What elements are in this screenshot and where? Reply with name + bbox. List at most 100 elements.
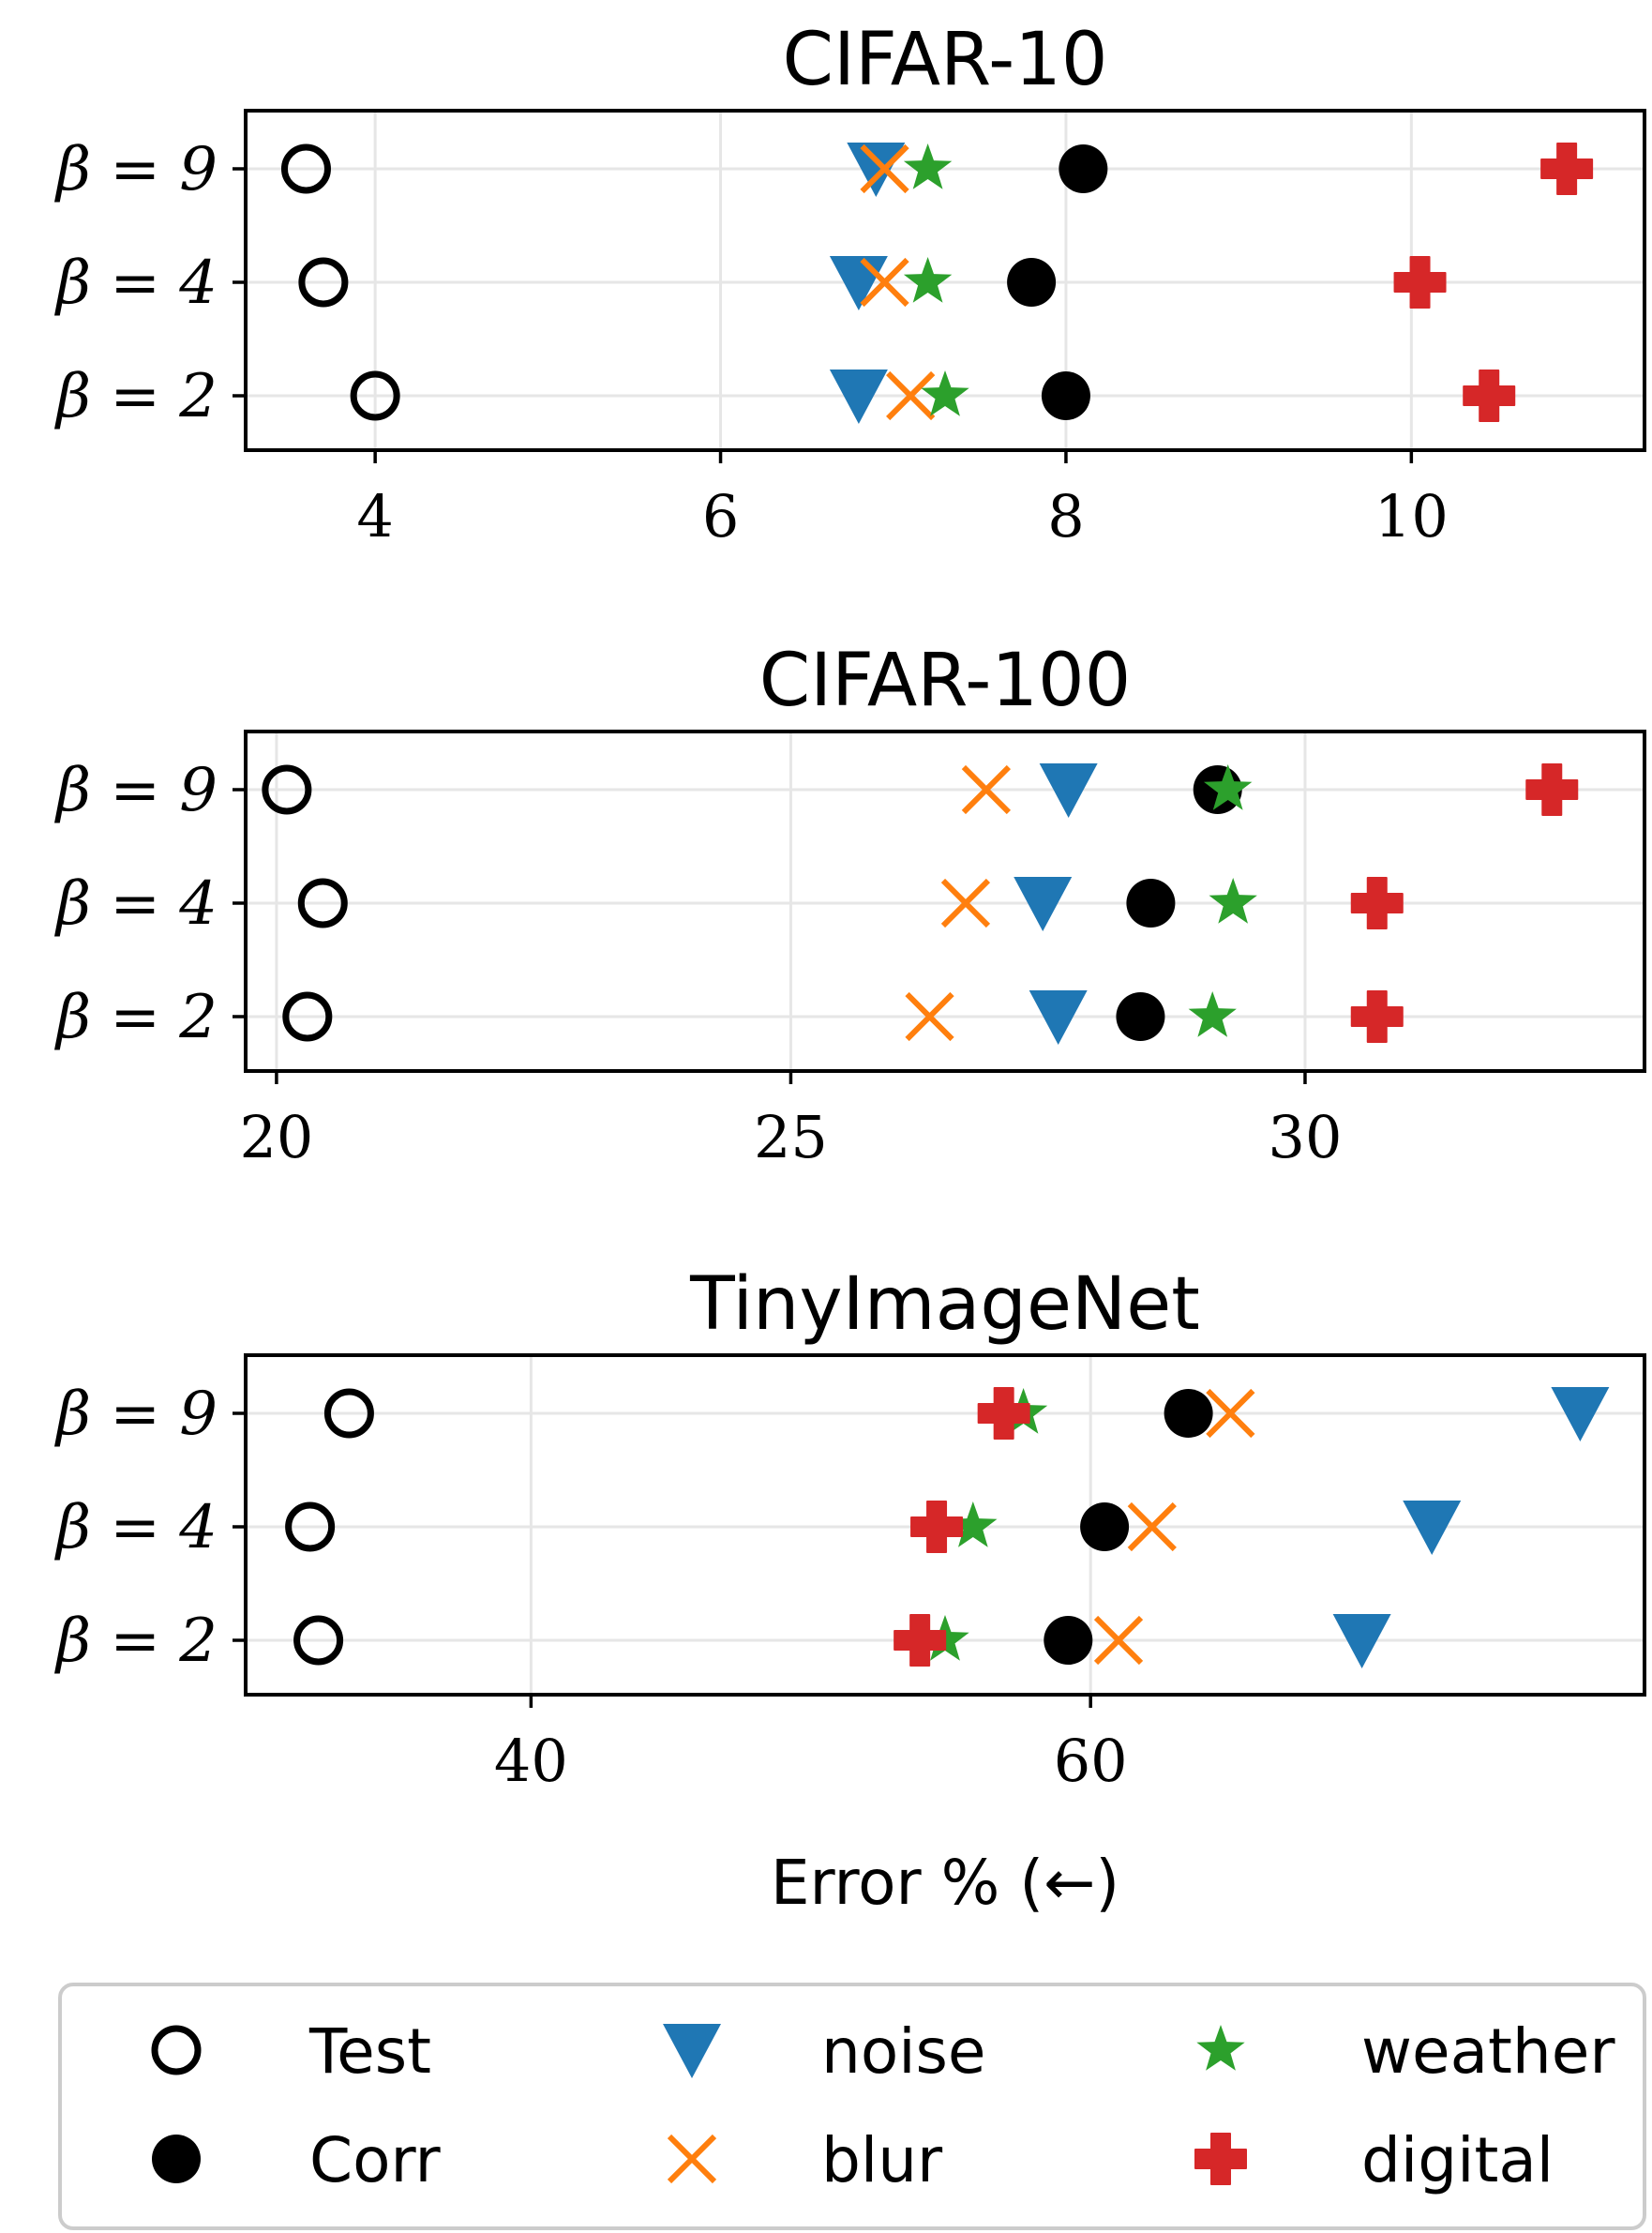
point-corr	[1080, 1502, 1130, 1551]
point-blur	[905, 991, 954, 1042]
point-blur	[860, 257, 909, 308]
point-weather	[903, 257, 953, 303]
point-digital	[1350, 877, 1404, 929]
panel-cifar-100: CIFAR-100 β = 9 β = 4 β = 2 20 25 30	[54, 639, 1646, 1171]
x-tick-label: 40	[494, 1727, 568, 1795]
x-tick-label: 20	[239, 1103, 313, 1171]
point-blur	[886, 370, 936, 421]
y-tick-label: β = 4	[54, 869, 218, 939]
x-axis-label: Error % (←)	[771, 1847, 1119, 1919]
point-corr	[1007, 258, 1057, 307]
axes-frame	[244, 730, 1646, 1073]
legend-label: blur	[821, 2124, 943, 2196]
point-noise	[1551, 1387, 1610, 1441]
y-tick-label: β = 4	[54, 1493, 218, 1562]
legend-item-blur: blur	[667, 2124, 943, 2196]
point-digital	[1525, 763, 1579, 816]
point-digital	[1393, 256, 1447, 309]
legend-item-noise: noise	[663, 2015, 986, 2088]
data-points	[262, 763, 1579, 1045]
x-tick-label: 25	[754, 1103, 828, 1171]
panel-tinyimagenet: TinyImageNet β = 9 β = 4 β = 2 40 60	[54, 1262, 1646, 1795]
legend-marker-noise	[663, 2024, 721, 2078]
axes-frame	[244, 109, 1646, 452]
legend-item-weather: weather	[1196, 2015, 1615, 2088]
x-tick-label: 30	[1269, 1103, 1343, 1171]
gridlines	[246, 732, 1644, 1071]
legend-marker-corr	[152, 2135, 201, 2183]
legend-marker-test	[151, 2025, 202, 2075]
panel-title: CIFAR-10	[783, 18, 1108, 102]
point-blur	[1206, 1388, 1255, 1439]
legend: Test Corr noise blur weather digital	[58, 1983, 1646, 2230]
legend-marker-digital	[1194, 2133, 1247, 2185]
point-corr	[1116, 992, 1165, 1041]
axes-frame	[244, 1353, 1646, 1697]
y-tick-label: β = 2	[54, 1607, 218, 1676]
y-tick-label: β = 9	[54, 135, 218, 204]
panel-cifar-10: CIFAR-10 β = 9 β = 4 β = 2 4 6 8 10	[54, 18, 1646, 551]
point-blur	[940, 878, 991, 928]
point-weather	[921, 370, 969, 416]
legend-label: Corr	[309, 2124, 441, 2196]
x-tick-label: 4	[356, 482, 393, 551]
chart-panels: CIFAR-10 β = 9 β = 4 β = 2 4 6 8 10 CIFAR-100 β =…	[54, 18, 1646, 1795]
point-corr	[1044, 1616, 1093, 1665]
point-digital	[910, 1501, 964, 1553]
x-tick-label: 60	[1054, 1727, 1128, 1795]
point-weather	[903, 143, 953, 189]
point-weather	[949, 1501, 998, 1547]
point-noise	[847, 143, 906, 197]
point-corr	[1059, 144, 1108, 193]
point-digital	[1463, 370, 1516, 422]
point-noise	[1332, 1614, 1391, 1668]
point-digital	[977, 1387, 1030, 1440]
point-blur	[1127, 1501, 1177, 1552]
x-tick-label: 6	[702, 482, 739, 551]
legend-label: Test	[308, 2015, 431, 2088]
point-test	[298, 257, 349, 308]
point-test	[262, 764, 312, 815]
point-weather	[1204, 764, 1253, 810]
point-digital	[1350, 990, 1404, 1043]
legend-item-digital: digital	[1194, 2124, 1554, 2196]
point-noise	[829, 370, 888, 424]
panel-title: TinyImageNet	[689, 1262, 1200, 1347]
legend-frame	[58, 1983, 1646, 2230]
point-test	[293, 1615, 344, 1666]
legend-label: weather	[1361, 2015, 1615, 2088]
data-points	[285, 1387, 1610, 1668]
point-corr	[1164, 1389, 1213, 1438]
point-corr	[1126, 879, 1176, 928]
point-test	[323, 1388, 374, 1439]
point-test	[297, 878, 348, 928]
legend-label: noise	[821, 2015, 986, 2088]
y-tick-label: β = 9	[54, 756, 218, 825]
y-tick-label: β = 9	[54, 1380, 218, 1449]
point-weather	[1188, 991, 1237, 1037]
point-blur	[961, 764, 1012, 815]
y-tick-label: β = 4	[54, 249, 218, 318]
point-test	[285, 1501, 336, 1552]
point-weather	[1209, 878, 1257, 924]
x-tick-label: 10	[1374, 482, 1449, 551]
point-noise	[1039, 763, 1098, 818]
legend-marker-blur	[667, 2134, 717, 2184]
point-noise	[1403, 1501, 1462, 1555]
point-corr	[1041, 371, 1090, 420]
y-tick-label: β = 2	[54, 362, 218, 431]
y-tick-label: β = 2	[54, 983, 218, 1052]
legend-item-corr: Corr	[152, 2124, 441, 2196]
legend-marker-weather	[1196, 2025, 1245, 2071]
point-noise	[1014, 877, 1073, 931]
data-points	[280, 143, 1594, 424]
point-digital	[894, 1614, 947, 1667]
panel-title: CIFAR-100	[759, 639, 1132, 723]
legend-label: digital	[1361, 2124, 1554, 2196]
x-tick-label: 8	[1047, 482, 1084, 551]
point-digital	[1540, 143, 1594, 195]
point-blur	[1093, 1615, 1144, 1666]
legend-item-test: Test	[151, 2015, 431, 2088]
point-test	[282, 991, 333, 1042]
